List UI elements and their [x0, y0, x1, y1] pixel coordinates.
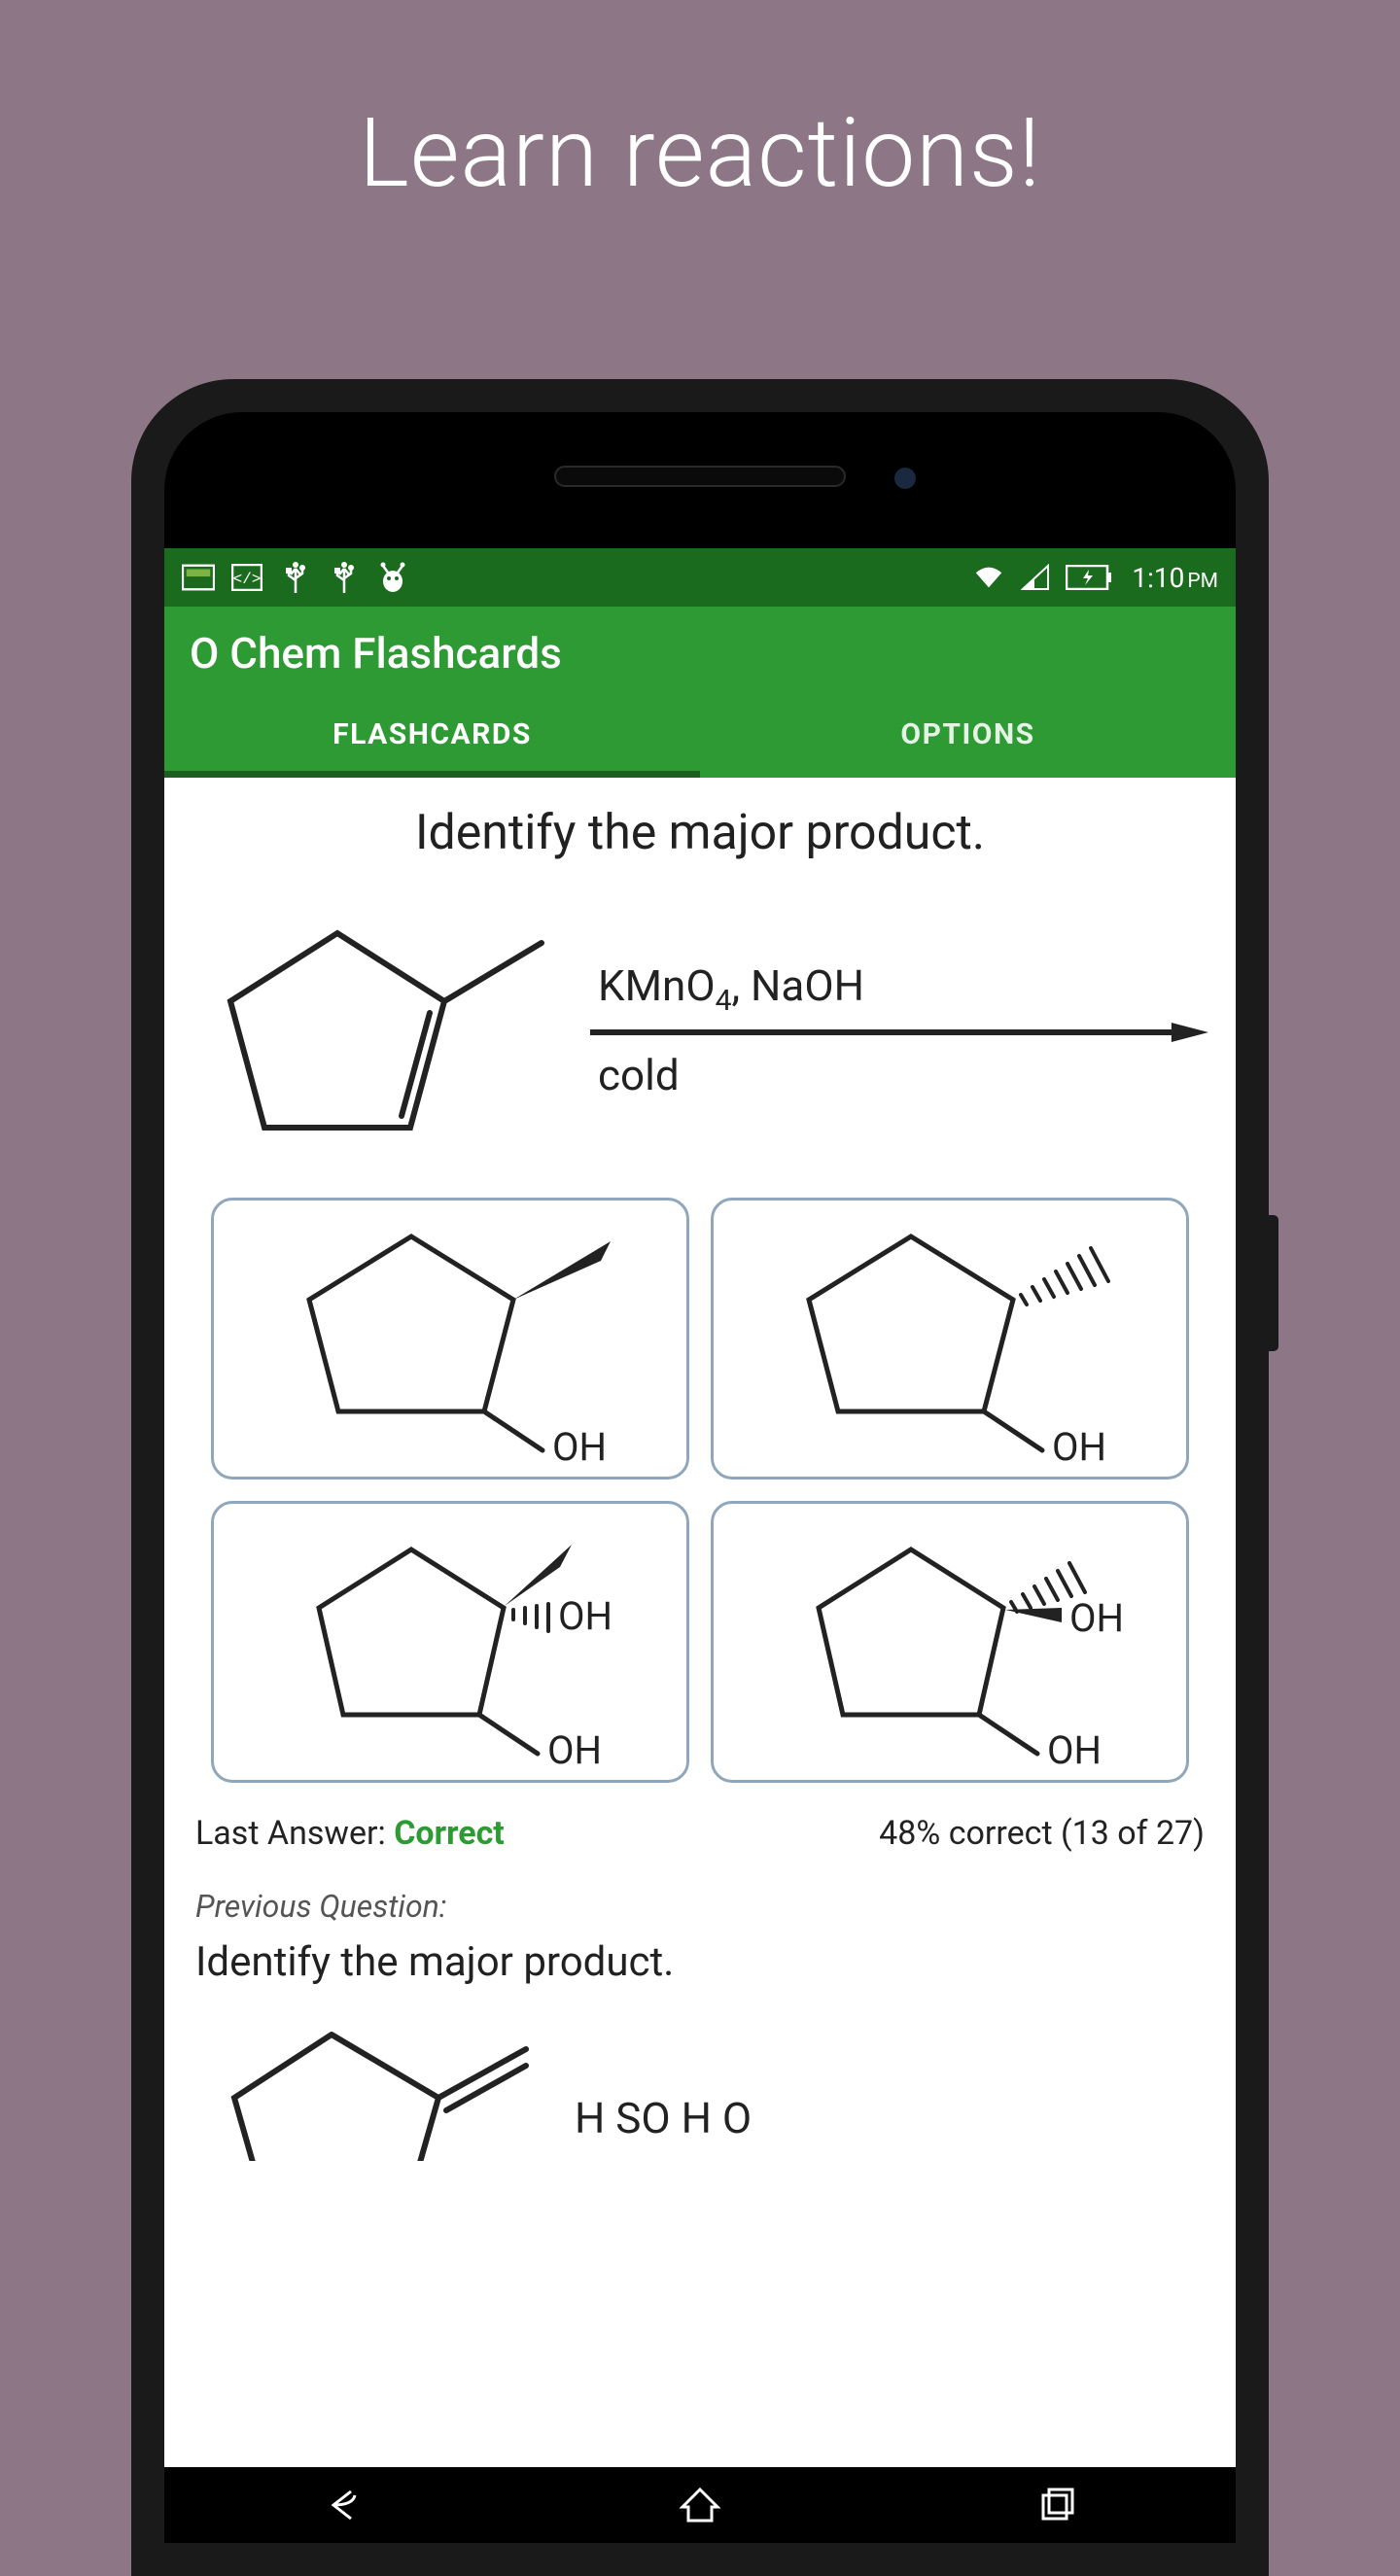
- phone-frame: </>: [131, 379, 1269, 2576]
- dev-icon: </>: [230, 561, 263, 594]
- reagent-post: , NaOH: [731, 960, 864, 1011]
- score-text: 48% correct (13 of 27): [879, 1814, 1205, 1853]
- status-right: 1:10PM: [972, 561, 1218, 594]
- svg-text:OH: OH: [1069, 1595, 1124, 1641]
- svg-text:OH: OH: [1052, 1424, 1106, 1470]
- stats-row: Last Answer: Correct 48% correct (13 of …: [192, 1793, 1208, 1853]
- time-value: 1:10: [1132, 562, 1184, 594]
- reagent-sub: 4: [716, 983, 732, 1017]
- reaction-conditions: KMnO4, NaOH cold: [590, 960, 1208, 1101]
- content: Identify the major product.: [164, 778, 1236, 2543]
- screen: </>: [164, 548, 1236, 2543]
- reactant-structure: [192, 894, 571, 1166]
- reagent-pre: KMnO: [598, 960, 716, 1011]
- signal-icon: [1019, 561, 1052, 594]
- usb-icon: [279, 561, 312, 594]
- power-button: [1269, 1215, 1278, 1351]
- time-ampm: PM: [1187, 570, 1218, 593]
- android-debug-icon: [376, 561, 409, 594]
- tab-options[interactable]: OPTIONS: [700, 698, 1236, 778]
- last-answer-value: Correct: [394, 1814, 505, 1853]
- nav-bar: [164, 2467, 1236, 2543]
- previous-label: Previous Question:: [192, 1853, 1208, 1932]
- previous-reagent: H SO H O: [575, 2005, 752, 2143]
- status-left: </>: [182, 561, 409, 594]
- reaction-row: KMnO4, NaOH cold: [192, 885, 1208, 1184]
- answer-option-a[interactable]: OH: [211, 1198, 689, 1479]
- headline: Learn reactions!: [0, 0, 1400, 209]
- answer-grid: OH: [192, 1184, 1208, 1793]
- reagent-bottom: cold: [590, 1042, 1208, 1100]
- phone-speaker: [554, 466, 846, 487]
- last-answer-label: Last Answer:: [195, 1814, 394, 1853]
- tabs: FLASHCARDS OPTIONS: [164, 698, 1236, 778]
- screenshot-icon: [182, 561, 215, 594]
- question-text: Identify the major product.: [192, 778, 1208, 885]
- reaction-arrow: [590, 1023, 1208, 1042]
- svg-text:OH: OH: [1047, 1727, 1102, 1773]
- oh-label: OH: [552, 1424, 607, 1470]
- answer-option-c[interactable]: OH OH: [211, 1501, 689, 1783]
- previous-question: Identify the major product.: [192, 1932, 1208, 2005]
- status-time: 1:10PM: [1132, 562, 1218, 594]
- reagent-top: KMnO4, NaOH: [590, 960, 1208, 1024]
- phone-inner: </>: [164, 412, 1236, 2543]
- previous-reaction: H SO H O: [192, 2005, 1208, 2161]
- phone-camera: [894, 468, 916, 489]
- app-title: O Chem Flashcards: [190, 628, 1210, 698]
- last-answer: Last Answer: Correct: [195, 1814, 505, 1853]
- svg-text:OH: OH: [547, 1727, 602, 1773]
- battery-icon: [1066, 561, 1112, 594]
- usb-icon-2: [328, 561, 361, 594]
- svg-text:OH: OH: [558, 1593, 612, 1639]
- svg-text:</>: </>: [233, 571, 262, 588]
- app-bar: O Chem Flashcards: [164, 607, 1236, 698]
- answer-option-b[interactable]: OH: [711, 1198, 1189, 1479]
- tab-flashcards[interactable]: FLASHCARDS: [164, 698, 700, 778]
- wifi-icon: [972, 561, 1005, 594]
- status-bar: </>: [164, 548, 1236, 607]
- answer-option-d[interactable]: OH OH: [711, 1501, 1189, 1783]
